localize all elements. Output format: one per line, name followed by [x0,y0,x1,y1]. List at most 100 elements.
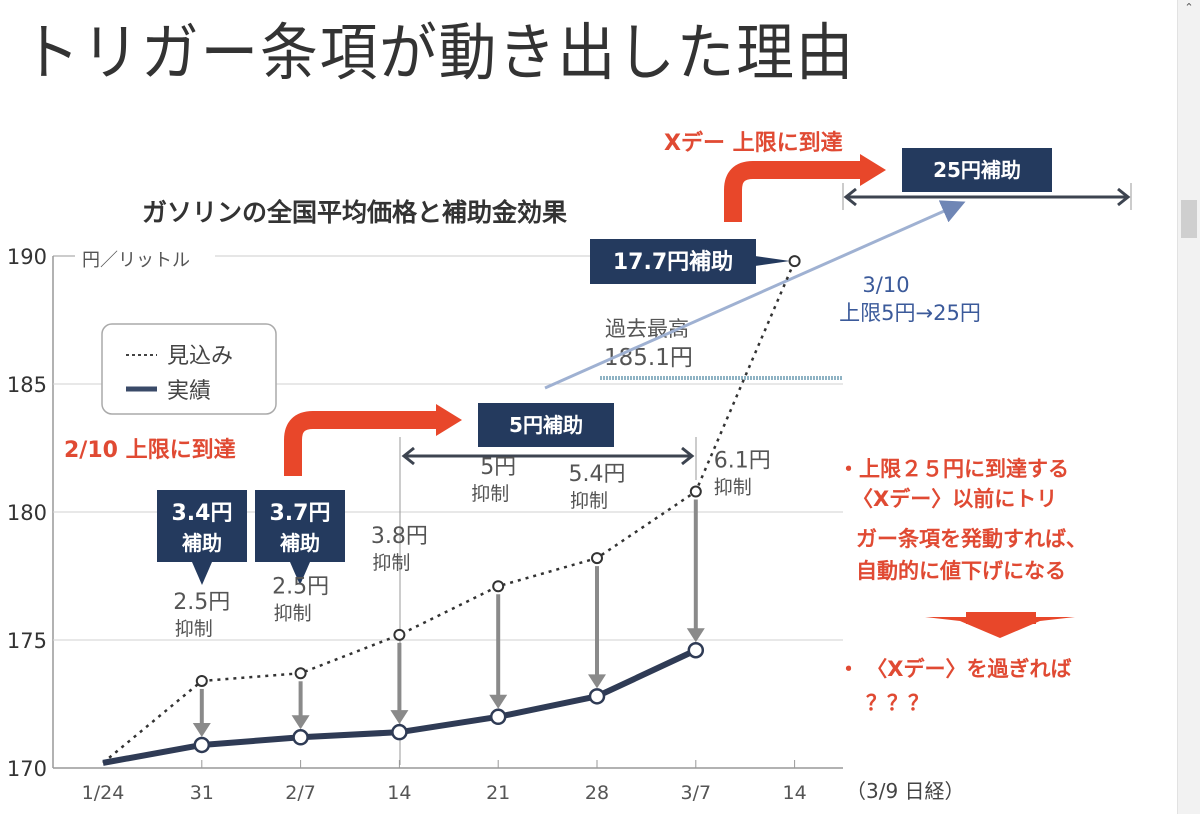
actual-point [391,723,408,741]
down-arrow-icon [925,617,1075,638]
suppression-amount: 5円 [480,455,516,480]
suppression-arrowhead [686,628,705,643]
subsidy-box-2-word: 補助 [279,531,320,555]
expected-point [492,580,505,593]
suppression-amount: 6.1円 [714,449,771,474]
note-2-line-1: ・ 〈Xデー〉を過ぎれば [838,657,1072,681]
x-tick-label: 14 [783,782,807,804]
subsidy-box-1-word: 補助 [181,531,222,555]
expected-point [195,674,208,687]
subsidy-17-pointer [755,256,790,266]
subsidy-box-2-amount: 3.7円 [270,501,331,526]
expected-point [689,485,702,498]
note-1-line-4: 自動的に値下げになる [856,559,1066,583]
range-25-left-arrow [843,187,857,207]
range-5-right-arrow [681,446,695,466]
annotation-x-day: Xデー 上限に到達 [664,130,843,156]
suppression-word: 抑制 [372,552,410,574]
subsidy-box-1-bg [157,490,247,562]
suppression-arrowhead [291,715,310,730]
suppression-word: 抑制 [274,602,312,624]
subsidy-box-2-bg [255,490,345,562]
trend-arrow [544,200,966,390]
annotation-change-date: 3/10 [862,273,909,297]
x-tick-label: 31 [190,782,214,804]
subsidy-box-1-pointer [192,562,212,585]
x-tick-label: 3/7 [681,782,712,804]
suppression-arrowhead [390,710,409,725]
suppression-arrowhead [192,722,211,737]
y-tick-labels: 170 175 180 185 190 [7,245,47,781]
range-5-left-arrow [401,446,415,466]
expected-point [591,552,603,565]
subsidy-box-2-pointer [290,562,310,585]
y-tick-label: 170 [7,757,47,781]
suppression-word: 抑制 [471,483,509,505]
legend: 見込み 実績 [101,323,277,415]
y-tick-label: 175 [7,629,47,653]
vertical-scrollbar[interactable]: ⌃ [1177,0,1200,814]
suppression-word: 抑制 [570,490,608,512]
slide-title: トリガー条項が動き出した理由 [22,16,856,89]
suppression-arrowhead [489,694,508,709]
note-1-line-1: ・上限２５円に到達する [838,457,1069,481]
actual-point [489,708,507,726]
subsidy-box-2: 3.7円 補助 [255,490,345,585]
subsidy-box-1-amount: 3.4円 [172,501,233,526]
scroll-thumb[interactable] [1181,200,1197,238]
x-tick-label: 2/7 [285,782,316,804]
note-2-line-2: ？？？ [866,691,929,715]
annotation-reach-limit-0210: 2/10 上限に到達 [64,437,236,463]
suppression-arrowhead [588,674,606,689]
y-tick-label: 185 [7,373,47,397]
x-tick-labels: 1/24 31 2/7 14 21 28 3/7 14 [82,760,807,804]
scroll-up-arrow-icon[interactable]: ⌃ [1184,1,1194,14]
chart-title: ガソリンの全国平均価格と補助金効果 [142,198,567,227]
annotation-change-text: 上限5円→25円 [839,301,981,325]
subsidy-5-box [478,403,614,447]
orange-arrowhead-0210 [436,404,462,436]
note-1-line-3: ガー条項を発動すれば、 [856,527,1087,551]
orange-arrow-0210 [284,411,438,476]
note-1-line-2: 〈Xデー〉以前にトリ [852,487,1057,511]
legend-actual-label: 実績 [167,379,211,404]
actual-point [588,688,606,705]
y-axis-unit-label: 円／リットル [82,250,190,271]
y-tick-label: 190 [7,245,47,269]
expected-point [294,667,307,680]
actual-point [193,736,211,754]
legend-expected-label: 見込み [167,344,233,369]
series-expected-line [102,260,796,764]
actual-point [687,641,705,659]
suppression-amount: 2.5円 [272,574,329,599]
suppression-amount: 2.5円 [173,590,230,615]
orange-arrowhead-xday [860,154,886,186]
suppression-amount: 5.4円 [569,462,626,487]
expected-point [788,255,801,268]
source-label: （3/9 日経） [846,779,965,803]
record-high-value: 185.1円 [604,345,693,371]
suppression-amount: 3.8円 [371,524,428,549]
subsidy-25-box [902,148,1052,192]
suppression-word: 抑制 [175,618,213,640]
y-tick-label: 180 [7,501,47,525]
subsidy-25-label: 25円補助 [933,158,1021,182]
notes: ・上限２５円に到達する 〈Xデー〉以前にトリ ガー条項を発動すれば、 自動的に値… [838,457,1087,715]
actual-point [292,729,309,746]
x-tick-label: 1/24 [82,782,125,804]
data-points [193,255,801,754]
expected-point [393,628,406,641]
suppression-word: 抑制 [714,477,752,499]
subsidy-17-label: 17.7円補助 [613,249,733,275]
orange-arrow-xday [724,161,862,222]
range-25-right-arrow [1117,187,1131,207]
subsidy-box-1: 3.4円 補助 [157,490,247,585]
subsidy-5-label: 5円補助 [509,413,583,437]
x-tick-label: 14 [387,782,411,804]
x-tick-label: 21 [486,782,510,804]
suppression-arrows [192,499,705,737]
subsidy-17-box [590,239,756,284]
x-tick-label: 28 [585,782,609,804]
